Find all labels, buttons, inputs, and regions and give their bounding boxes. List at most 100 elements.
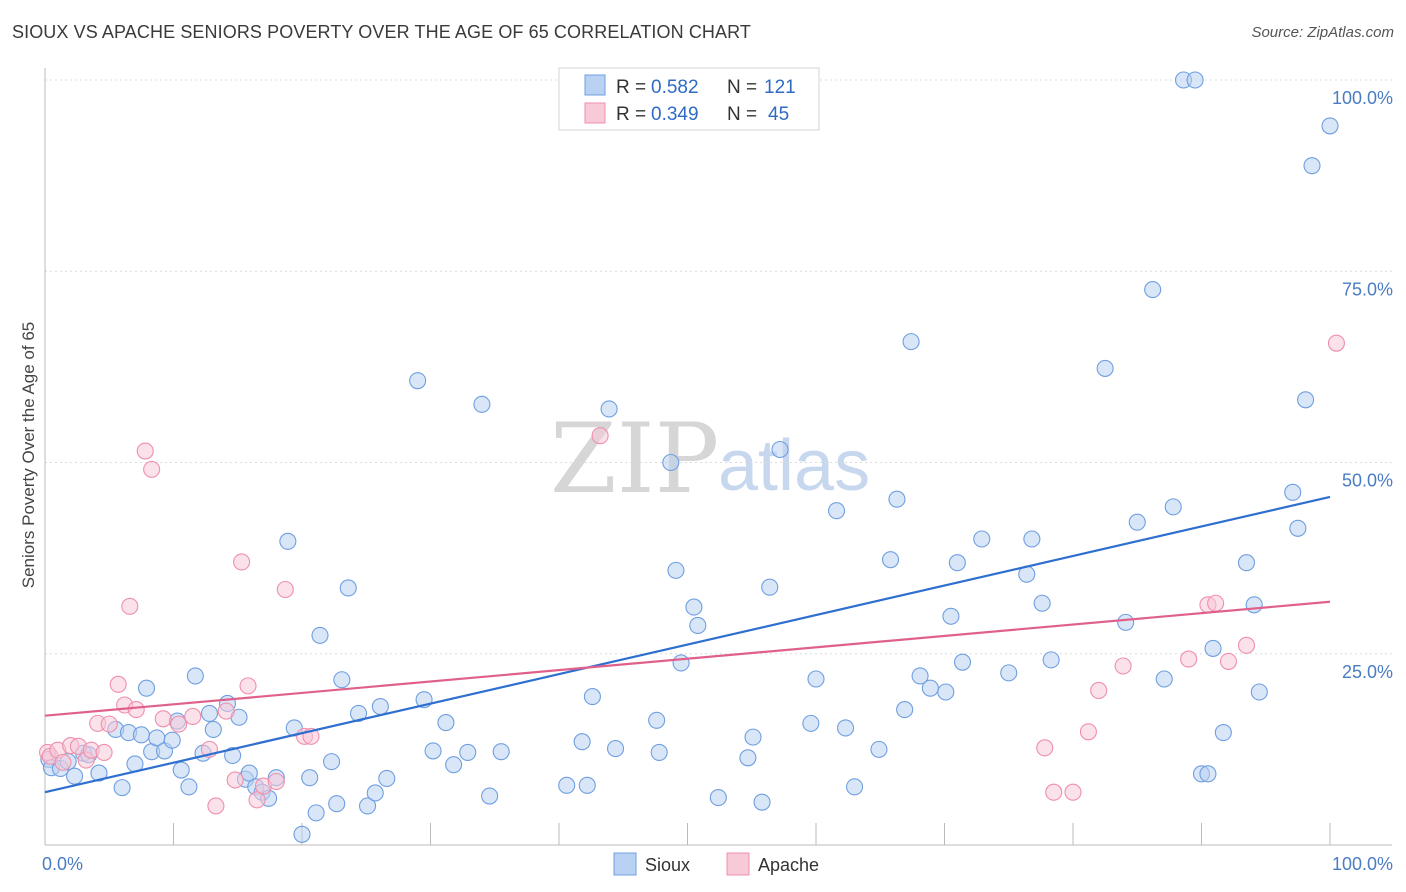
chart-title: SIOUX VS APACHE SENIORS POVERTY OVER THE… [12,22,751,42]
apache-point-3 [54,753,72,771]
apache-point-19 [184,707,202,726]
sioux-point-37 [301,769,319,787]
source-credit: Source: ZipAtlas.com [1251,24,1394,41]
sioux-point-26 [224,746,242,765]
sioux-point-77 [802,714,820,732]
y-tick-label-3: 100.0% [1332,88,1393,108]
sioux-point-74 [753,793,771,811]
y-tick-label-0: 25.0% [1342,662,1393,682]
sioux-point-42 [333,671,351,689]
legend-sioux-r-value: 0.582 [651,77,699,98]
sioux-point-45 [358,797,377,815]
sioux-point-73 [744,728,762,746]
apache-point-17 [154,710,172,728]
sioux-point-113 [1250,683,1268,701]
sioux-point-9 [113,779,131,797]
apache-point-34 [1045,783,1063,801]
bottom-legend-swatch-apache [726,852,750,876]
sioux-point-99 [1096,359,1114,377]
sioux-point-48 [378,769,396,787]
sioux-point-62 [600,400,618,418]
x-tick-label-0: 0.0% [42,854,83,874]
legend: R = 0.582 N = 121 R = 0.349 N = 45 [558,67,820,131]
sioux-point-44 [349,704,368,722]
sioux-point-96 [1023,530,1041,548]
sioux-point-54 [459,743,477,761]
apache-point-13 [121,597,139,615]
apache-point-22 [217,702,235,720]
sioux-point-69 [685,598,703,616]
legend-swatch-apache [584,102,606,124]
bottom-legend-apache: Apache [758,855,819,875]
sioux-point-89 [937,683,955,701]
sioux-point-55 [473,395,491,413]
sioux-point-108 [1199,765,1217,783]
apache-point-39 [1180,650,1198,668]
bottom-legend: Sioux Apache [613,852,819,876]
apache-point-42 [1219,652,1238,670]
trend-lines [44,495,1331,794]
sioux-point-85 [896,701,914,719]
sioux-trend-line [44,495,1331,794]
sioux-point-114 [1284,483,1302,501]
legend-sioux-n-label: N = [727,77,757,98]
sioux-point-97 [1033,594,1051,612]
sioux-point-98 [1042,651,1060,669]
sioux-point-78 [807,670,825,688]
sioux-point-23 [200,704,219,722]
sioux-point-36 [293,825,311,843]
apache-point-15 [136,442,154,460]
x-tick-label-1: 100.0% [1332,854,1393,874]
apache-point-21 [207,797,225,815]
apache-point-9 [95,743,113,761]
sioux-point-13 [137,679,156,697]
sioux-point-64 [648,711,666,729]
apache-point-10 [100,715,118,733]
sioux-point-43 [339,579,357,597]
sioux-point-40 [323,753,341,771]
sioux-point-70 [689,616,707,634]
sioux-point-84 [888,490,906,508]
sioux-point-92 [953,653,972,671]
sioux-point-63 [606,740,625,758]
sioux-point-104 [1164,498,1182,516]
sioux-point-21 [186,667,204,685]
sioux-point-41 [328,795,346,813]
apache-point-44 [1327,334,1345,352]
sioux-point-94 [1000,664,1018,682]
sioux-point-87 [911,667,929,685]
sioux-point-60 [578,776,596,794]
apache-point-16 [143,460,161,478]
watermark-atlas: atlas [718,426,870,506]
sioux-point-52 [437,714,455,732]
sioux-point-80 [837,719,855,737]
apache-point-38 [1114,657,1132,675]
watermark-zip: ZIP [550,403,719,515]
sioux-point-66 [662,453,680,472]
apache-trend-line [44,600,1331,717]
sioux-point-12 [132,726,150,744]
sioux-point-46 [366,784,384,802]
sioux-point-102 [1144,281,1162,299]
sioux-point-93 [973,530,991,548]
apache-point-33 [1036,739,1054,757]
sioux-point-116 [1297,391,1315,409]
sioux-point-24 [204,720,222,739]
apache-point-41 [1207,594,1225,612]
legend-apache-n-value: 45 [768,104,789,125]
sioux-point-72 [739,749,757,767]
sioux-point-47 [371,697,389,716]
sioux-point-65 [650,743,668,761]
apache-point-26 [248,791,266,809]
sioux-point-118 [1321,117,1339,135]
sioux-point-79 [828,502,846,520]
bottom-legend-sioux: Sioux [645,855,690,875]
apache-point-25 [239,677,257,695]
sioux-point-83 [881,551,900,569]
sioux-point-7 [90,764,108,782]
sioux-point-75 [761,578,779,596]
apache-point-43 [1237,636,1256,654]
sioux-point-20 [180,778,198,796]
apache-point-24 [233,553,251,571]
